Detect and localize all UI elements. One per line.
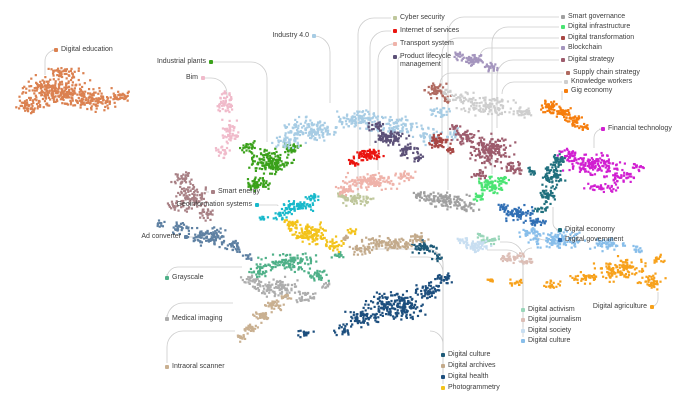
topic-cluster-map: Digital education Industrial plants Bim Ind… bbox=[0, 0, 687, 400]
scatter-points-canvas bbox=[0, 0, 687, 400]
